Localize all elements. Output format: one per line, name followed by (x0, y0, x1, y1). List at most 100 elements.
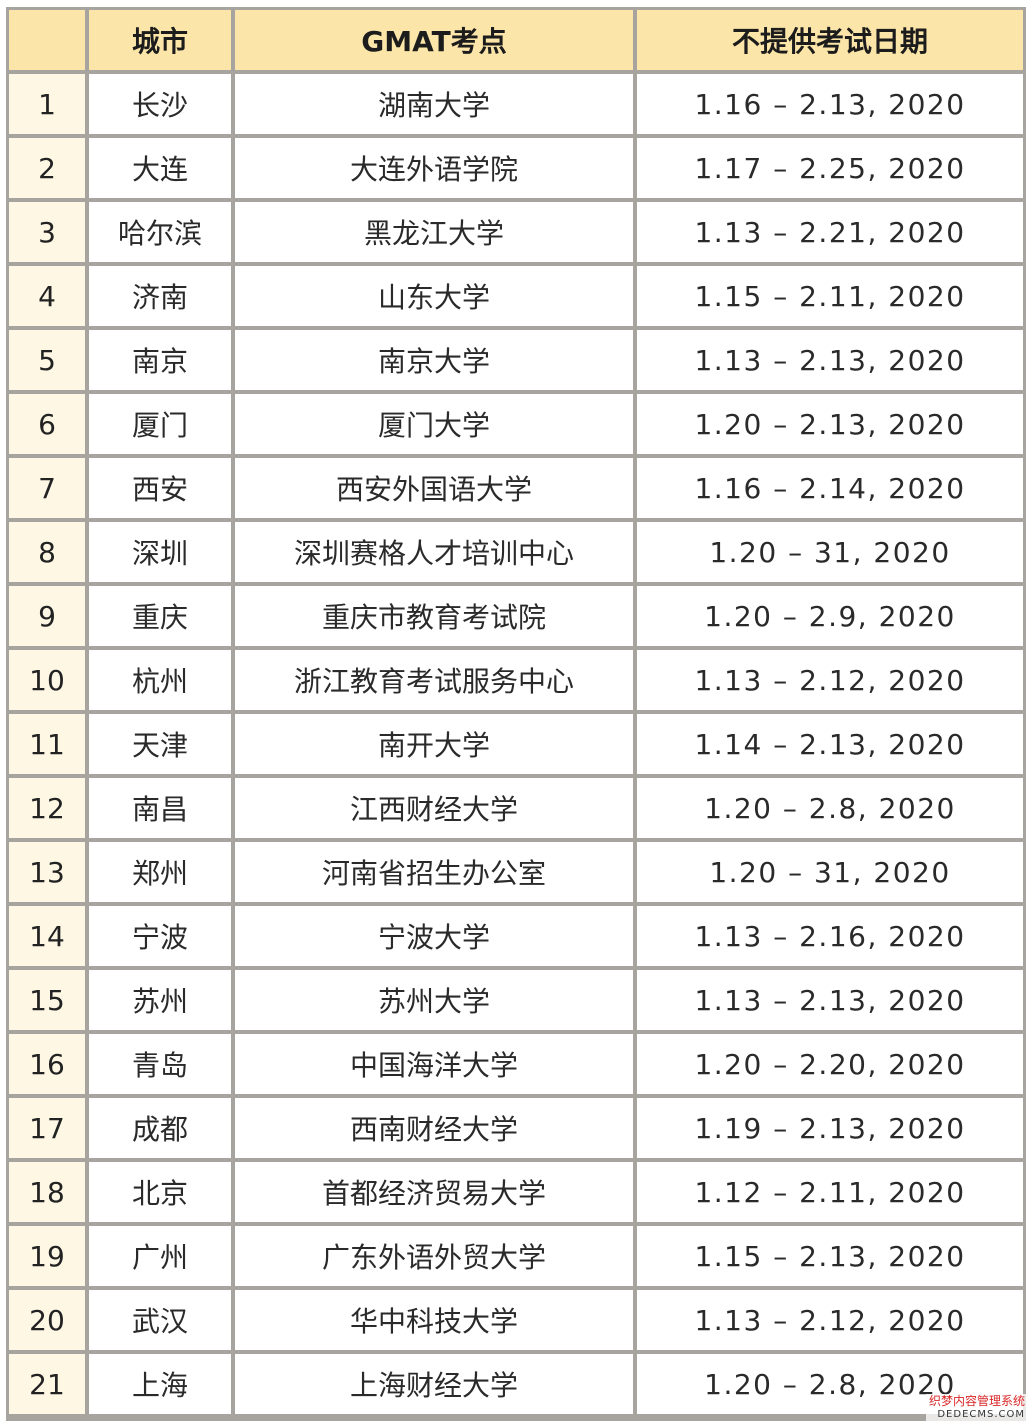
test-center-cell: 湖南大学 (235, 74, 633, 134)
row-number-cell: 5 (9, 330, 85, 390)
table-row: 2 大连 大连外语学院 1.17 – 2.25, 2020 (9, 138, 1023, 198)
excluded-dates-cell: 1.16 – 2.13, 2020 (637, 74, 1023, 134)
test-center-cell: 南开大学 (235, 714, 633, 774)
city-cell: 杭州 (89, 650, 231, 710)
excluded-dates-cell: 1.20 – 31, 2020 (637, 842, 1023, 902)
row-number-cell: 20 (9, 1290, 85, 1350)
excluded-dates-cell: 1.13 – 2.16, 2020 (637, 906, 1023, 966)
row-number-cell: 21 (9, 1354, 85, 1414)
table-row: 4 济南 山东大学 1.15 – 2.11, 2020 (9, 266, 1023, 326)
city-cell: 西安 (89, 458, 231, 518)
excluded-dates-cell: 1.16 – 2.14, 2020 (637, 458, 1023, 518)
row-number-cell: 1 (9, 74, 85, 134)
table-row: 21 上海 上海财经大学 1.20 – 2.8, 2020 (9, 1354, 1023, 1414)
table-row: 3 哈尔滨 黑龙江大学 1.13 – 2.21, 2020 (9, 202, 1023, 262)
table-row: 14 宁波 宁波大学 1.13 – 2.16, 2020 (9, 906, 1023, 966)
row-number-cell: 16 (9, 1034, 85, 1094)
city-cell: 苏州 (89, 970, 231, 1030)
test-center-cell: 首都经济贸易大学 (235, 1162, 633, 1222)
test-center-cell: 重庆市教育考试院 (235, 586, 633, 646)
row-number-cell: 18 (9, 1162, 85, 1222)
excluded-dates-cell: 1.20 – 2.8, 2020 (637, 1354, 1023, 1414)
excluded-dates-cell: 1.13 – 2.12, 2020 (637, 650, 1023, 710)
header-excluded-dates: 不提供考试日期 (637, 10, 1023, 70)
row-number-cell: 19 (9, 1226, 85, 1286)
table-row: 20 武汉 华中科技大学 1.13 – 2.12, 2020 (9, 1290, 1023, 1350)
row-number-cell: 14 (9, 906, 85, 966)
excluded-dates-cell: 1.13 – 2.21, 2020 (637, 202, 1023, 262)
excluded-dates-cell: 1.19 – 2.13, 2020 (637, 1098, 1023, 1158)
test-center-cell: 浙江教育考试服务中心 (235, 650, 633, 710)
city-cell: 大连 (89, 138, 231, 198)
excluded-dates-cell: 1.15 – 2.13, 2020 (637, 1226, 1023, 1286)
row-number-cell: 10 (9, 650, 85, 710)
test-center-cell: 江西财经大学 (235, 778, 633, 838)
exam-dates-table: 城市 GMAT考点 不提供考试日期 1 长沙 湖南大学 1.16 – 2.13, 20… (5, 6, 1027, 1418)
city-cell: 哈尔滨 (89, 202, 231, 262)
table-row: 19 广州 广东外语外贸大学 1.15 – 2.13, 2020 (9, 1226, 1023, 1286)
excluded-dates-cell: 1.20 – 31, 2020 (637, 522, 1023, 582)
table-row: 13 郑州 河南省招生办公室 1.20 – 31, 2020 (9, 842, 1023, 902)
table-header-row: 城市 GMAT考点 不提供考试日期 (9, 10, 1023, 70)
test-center-cell: 宁波大学 (235, 906, 633, 966)
city-cell: 宁波 (89, 906, 231, 966)
test-center-cell: 中国海洋大学 (235, 1034, 633, 1094)
excluded-dates-cell: 1.13 – 2.13, 2020 (637, 970, 1023, 1030)
row-number-cell: 3 (9, 202, 85, 262)
table-row: 5 南京 南京大学 1.13 – 2.13, 2020 (9, 330, 1023, 390)
test-center-cell: 西安外国语大学 (235, 458, 633, 518)
city-cell: 青岛 (89, 1034, 231, 1094)
table-row: 12 南昌 江西财经大学 1.20 – 2.8, 2020 (9, 778, 1023, 838)
test-center-cell: 大连外语学院 (235, 138, 633, 198)
table-row: 10 杭州 浙江教育考试服务中心 1.13 – 2.12, 2020 (9, 650, 1023, 710)
test-center-cell: 山东大学 (235, 266, 633, 326)
city-cell: 南昌 (89, 778, 231, 838)
row-number-cell: 11 (9, 714, 85, 774)
header-city: 城市 (89, 10, 231, 70)
row-number-cell: 7 (9, 458, 85, 518)
row-number-cell: 6 (9, 394, 85, 454)
table-row: 7 西安 西安外国语大学 1.16 – 2.14, 2020 (9, 458, 1023, 518)
row-number-cell: 2 (9, 138, 85, 198)
excluded-dates-cell: 1.14 – 2.13, 2020 (637, 714, 1023, 774)
test-center-cell: 西南财经大学 (235, 1098, 633, 1158)
test-center-cell: 河南省招生办公室 (235, 842, 633, 902)
city-cell: 北京 (89, 1162, 231, 1222)
table-row: 8 深圳 深圳赛格人才培训中心 1.20 – 31, 2020 (9, 522, 1023, 582)
table-row: 15 苏州 苏州大学 1.13 – 2.13, 2020 (9, 970, 1023, 1030)
table-row: 1 长沙 湖南大学 1.16 – 2.13, 2020 (9, 74, 1023, 134)
exam-dates-table-frame: 城市 GMAT考点 不提供考试日期 1 长沙 湖南大学 1.16 – 2.13, 20… (6, 7, 1026, 1421)
row-number-cell: 4 (9, 266, 85, 326)
table-row: 18 北京 首都经济贸易大学 1.12 – 2.11, 2020 (9, 1162, 1023, 1222)
test-center-cell: 广东外语外贸大学 (235, 1226, 633, 1286)
city-cell: 重庆 (89, 586, 231, 646)
row-number-cell: 8 (9, 522, 85, 582)
row-number-cell: 13 (9, 842, 85, 902)
city-cell: 济南 (89, 266, 231, 326)
row-number-cell: 9 (9, 586, 85, 646)
test-center-cell: 苏州大学 (235, 970, 633, 1030)
row-number-cell: 12 (9, 778, 85, 838)
site-watermark: 织梦内容管理系统 DEDECMS.COM (925, 1394, 1028, 1422)
city-cell: 南京 (89, 330, 231, 390)
city-cell: 厦门 (89, 394, 231, 454)
test-center-cell: 南京大学 (235, 330, 633, 390)
test-center-cell: 厦门大学 (235, 394, 633, 454)
test-center-cell: 上海财经大学 (235, 1354, 633, 1414)
city-cell: 成都 (89, 1098, 231, 1158)
excluded-dates-cell: 1.13 – 2.13, 2020 (637, 330, 1023, 390)
city-cell: 长沙 (89, 74, 231, 134)
table-row: 9 重庆 重庆市教育考试院 1.20 – 2.9, 2020 (9, 586, 1023, 646)
excluded-dates-cell: 1.13 – 2.12, 2020 (637, 1290, 1023, 1350)
test-center-cell: 黑龙江大学 (235, 202, 633, 262)
excluded-dates-cell: 1.20 – 2.8, 2020 (637, 778, 1023, 838)
watermark-line-2: DEDECMS.COM (937, 1409, 1025, 1420)
table-row: 17 成都 西南财经大学 1.19 – 2.13, 2020 (9, 1098, 1023, 1158)
city-cell: 郑州 (89, 842, 231, 902)
city-cell: 广州 (89, 1226, 231, 1286)
test-center-cell: 深圳赛格人才培训中心 (235, 522, 633, 582)
header-index (9, 10, 85, 70)
row-number-cell: 17 (9, 1098, 85, 1158)
excluded-dates-cell: 1.15 – 2.11, 2020 (637, 266, 1023, 326)
table-row: 11 天津 南开大学 1.14 – 2.13, 2020 (9, 714, 1023, 774)
